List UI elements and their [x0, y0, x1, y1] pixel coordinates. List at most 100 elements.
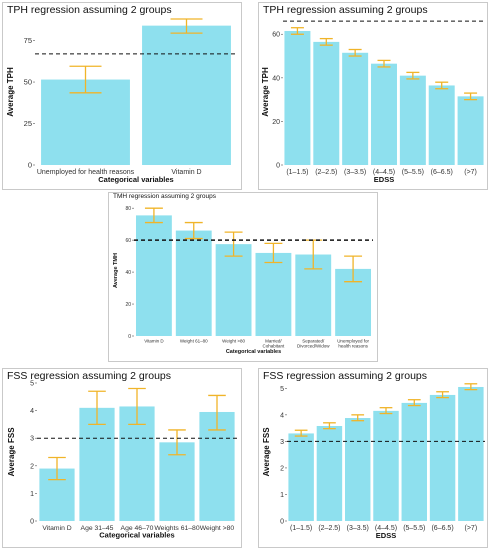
y-tick-label: 4	[280, 412, 284, 419]
bar	[428, 85, 455, 165]
x-tick-label: (4–4.5)	[373, 169, 395, 176]
y-tick-label: 2	[30, 463, 34, 470]
x-tick-label: (1–1.5)	[290, 525, 312, 532]
y-tick-label: 60	[272, 32, 280, 39]
x-tick-label-line: (2–2.5)	[315, 169, 337, 176]
bar	[342, 52, 369, 165]
x-tick-label: Vitamin D	[42, 525, 71, 532]
x-tick-label-line: Weight 61–80	[180, 339, 208, 344]
y-tick-label: 0	[30, 518, 34, 525]
chart-panel-tph-categorical: TPH regression assuming 2 groups 0 25 50 75…	[2, 2, 242, 190]
x-tick-label-line: (3–3.5)	[344, 169, 366, 176]
y-tick-label: 40	[272, 75, 280, 82]
y-tick-label: 50	[24, 78, 32, 87]
x-tick-label-line: Vitamin D	[171, 169, 201, 176]
x-tick-label: Unemployed for health reasons	[337, 339, 369, 349]
bar	[373, 410, 399, 521]
x-tick-label: Vitamin D	[171, 169, 201, 176]
x-tick-label-line: (2–2.5)	[318, 525, 340, 532]
y-tick-label: 20	[272, 119, 280, 126]
bar	[135, 215, 172, 336]
x-tick-label: Separated/Divorced/Widow	[297, 339, 330, 349]
chart-panel-fss-edss: FSS regression assuming 2 groups 0 1 2 3 4 5 (…	[258, 368, 488, 548]
x-tick-label: (5–5.5)	[403, 525, 425, 532]
x-tick-label-line: Vitamin D	[144, 339, 164, 344]
bar	[255, 252, 292, 336]
y-axis-label: Average TMH	[113, 253, 119, 288]
x-tick-label: (2–2.5)	[315, 169, 337, 176]
bar	[371, 63, 397, 165]
y-tick-label: 75	[24, 36, 32, 45]
y-tick-label: 25	[24, 119, 32, 128]
bar	[344, 418, 371, 521]
chart-title: TPH regression assuming 2 groups	[263, 4, 428, 16]
x-tick-label-line: (>7)	[464, 169, 477, 176]
y-tick-label: 3	[280, 439, 284, 446]
x-tick-label: Weights 61–80	[154, 525, 199, 532]
x-tick-label: (3–3.5)	[347, 525, 369, 532]
bar	[313, 41, 340, 165]
x-axis-label: Categorical variables	[99, 531, 174, 540]
x-tick-label-line: Unemployed for health reasons	[37, 169, 135, 176]
bar	[399, 75, 426, 165]
chart-svg: 0 1 2 3 4 5 Vitamin D Age 31–45 Age 46–70 Weights…	[7, 380, 237, 540]
x-tick-label-line: Cohabitant	[263, 344, 286, 349]
x-tick-label-line: Weight >80	[200, 525, 235, 532]
y-tick-label: 1	[280, 492, 284, 499]
y-axis-label: Average TPH	[261, 67, 270, 117]
bar	[142, 25, 231, 165]
x-tick-label-line: Weight >80	[222, 339, 245, 344]
bar	[41, 79, 130, 165]
x-tick-label: (6–6.5)	[431, 169, 453, 176]
x-tick-label: Weight >80	[200, 525, 235, 532]
x-tick-label-line: (4–4.5)	[373, 169, 395, 176]
bar	[159, 442, 195, 521]
chart-svg: 0 1 2 3 4 5 (1–1.5) (2–2.5) (3–3.5) (4–4.5) (5–5.5…	[262, 383, 485, 540]
bar	[288, 433, 314, 521]
x-tick-label-line: Weights 61–80	[154, 525, 199, 532]
y-tick-label: 5	[280, 386, 284, 393]
bar	[458, 386, 484, 521]
x-tick-label: (6–6.5)	[431, 525, 453, 532]
x-tick-label-line: (1–1.5)	[290, 525, 312, 532]
bar	[79, 407, 115, 521]
chart-panel-fss-categorical: FSS regression assuming 2 groups 0 1 2 3 4 5 V…	[2, 368, 242, 548]
bar	[215, 244, 252, 336]
y-tick-label: 2	[280, 465, 284, 472]
x-tick-label-line: Divorced/Widow	[297, 344, 330, 349]
x-tick-label-line: (4–4.5)	[375, 525, 397, 532]
x-tick-label-line: (6–6.5)	[431, 525, 453, 532]
x-tick-label-line: Unemployed for	[337, 339, 369, 344]
x-tick-label: (5–5.5)	[402, 169, 424, 176]
x-tick-label-line: (3–3.5)	[347, 525, 369, 532]
x-tick-label-line: Married/	[265, 339, 282, 344]
bar	[429, 394, 456, 521]
x-tick-label: (3–3.5)	[344, 169, 366, 176]
x-axis-label: EDSS	[376, 531, 396, 540]
bar	[284, 30, 311, 165]
x-tick-label-line: (1–1.5)	[286, 169, 308, 176]
y-tick-label: 0	[276, 162, 280, 169]
y-tick-label: 40	[125, 270, 131, 276]
y-tick-label: 80	[125, 206, 131, 212]
chart-panel-tmh-categorical: TMH regression assuming 2 groups 0 20 40 60…	[108, 192, 378, 362]
x-tick-label: (>7)	[464, 169, 477, 176]
chart-panel-tph-edss: TPH regression assuming 2 groups 0 20 40 60…	[258, 2, 488, 190]
x-tick-label: (2–2.5)	[318, 525, 340, 532]
y-axis-label: Average TPH	[6, 67, 15, 117]
x-axis-label: Categorical variables	[98, 175, 173, 184]
x-tick-label: Age 31–45	[81, 525, 114, 532]
y-tick-label: 20	[125, 302, 131, 308]
y-axis-label: Average FSS	[262, 427, 271, 477]
y-tick-label: 3	[30, 436, 34, 443]
x-tick-label-line: Separated/	[302, 339, 325, 344]
x-tick-label-line: (5–5.5)	[402, 169, 424, 176]
x-tick-label: Vitamin D	[144, 339, 164, 344]
chart-title: FSS regression assuming 2 groups	[263, 370, 427, 382]
y-tick-label: 4	[30, 408, 34, 415]
x-tick-label: Weight >80	[222, 339, 245, 344]
x-tick-label: Age 46–70	[121, 525, 154, 532]
chart-title: TMH regression assuming 2 groups	[113, 193, 216, 200]
y-axis-label: Average FSS	[7, 427, 16, 477]
x-tick-label-line: Age 46–70	[121, 525, 154, 532]
